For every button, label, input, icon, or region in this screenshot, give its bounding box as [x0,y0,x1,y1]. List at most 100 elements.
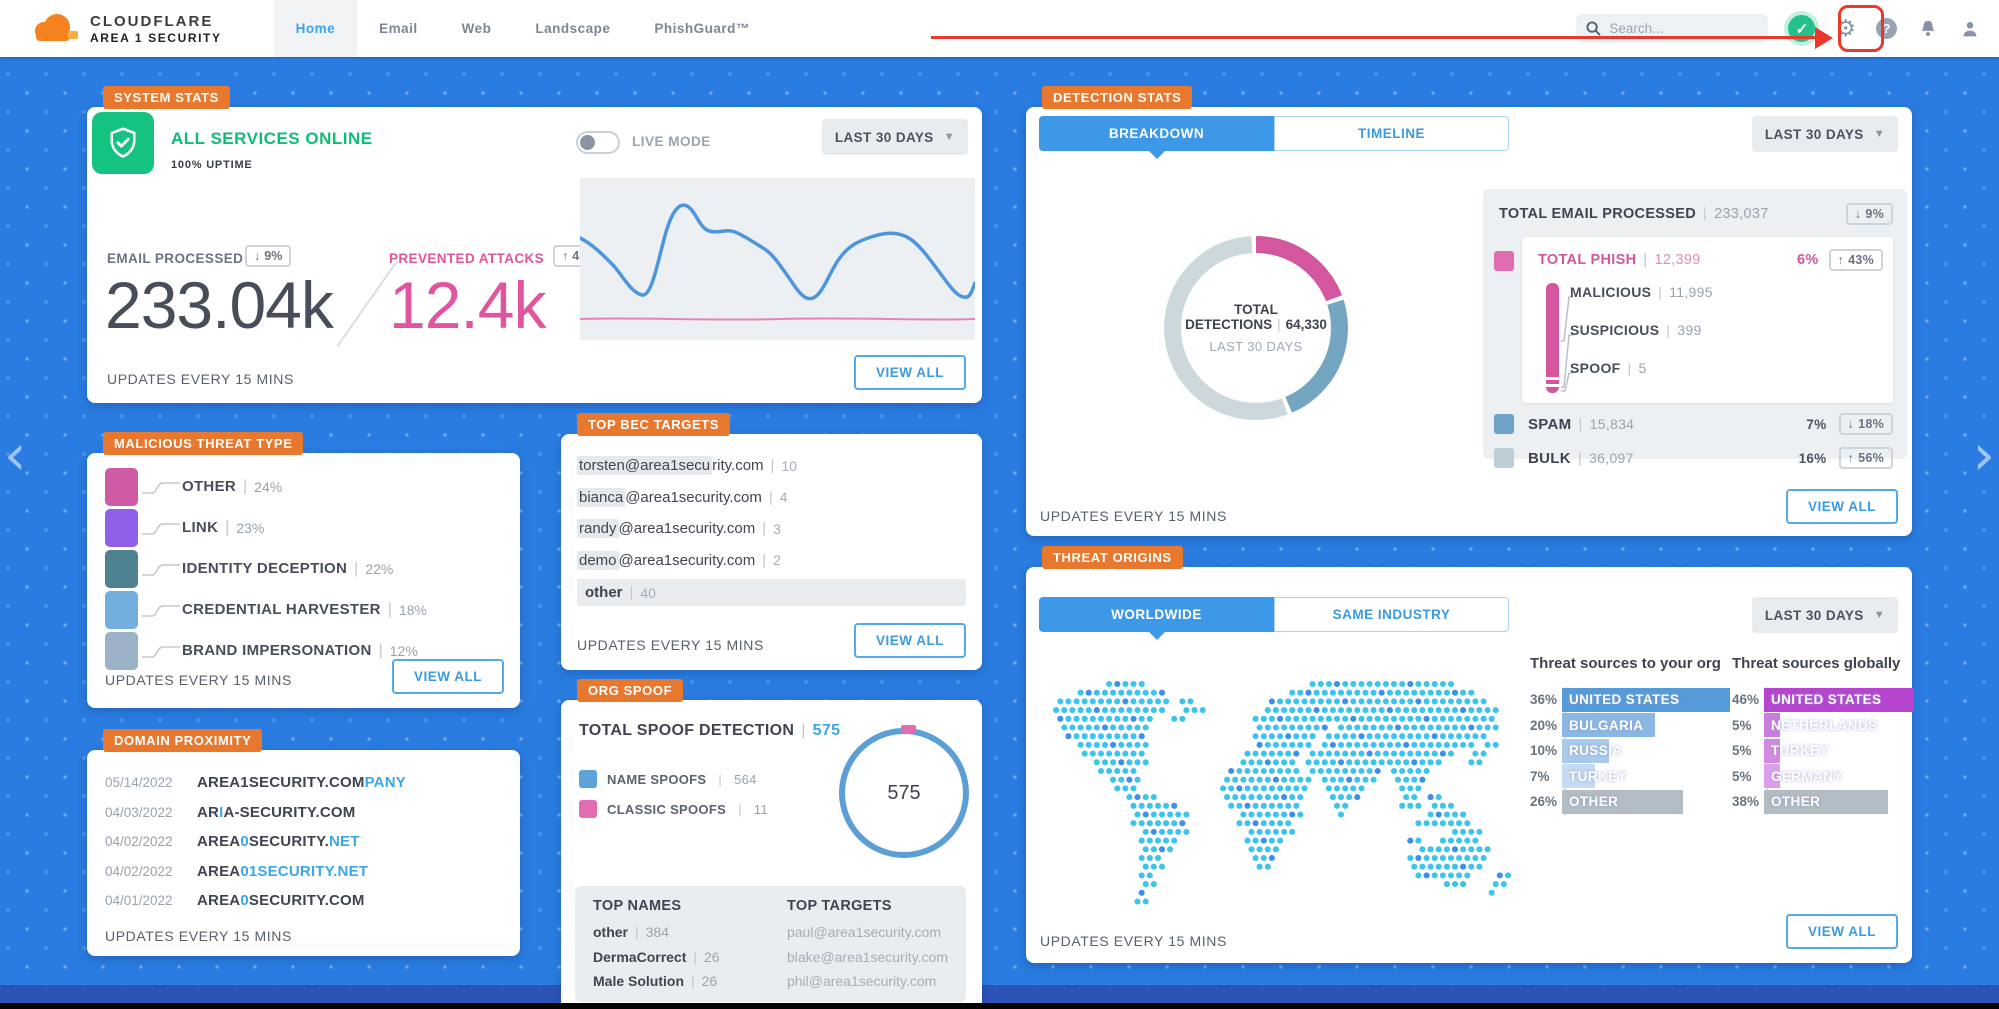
separator: | [1577,449,1583,467]
nav-tab-web[interactable]: Web [461,21,492,36]
spam-value: 15,834 [1589,416,1635,432]
connector-icon [142,604,180,617]
live-mode-toggle[interactable] [576,131,620,154]
detection-view-all-button[interactable]: VIEW ALL [1786,489,1898,524]
legend-color-chip [579,770,597,788]
threat-source-bar: UNITED STATES [1562,687,1730,712]
threat-range-dropdown[interactable]: LAST 30 DAYS ▼ [1751,597,1898,633]
threat-source-pct: 20% [1530,717,1558,733]
connector-lines [1561,296,1573,392]
bec-view-all-button[interactable]: VIEW ALL [854,623,966,658]
global-sources-bars: 46% UNITED STATES 5% NETHERLANDS 5% TURKEY 5% G… [1732,687,1914,815]
threat-source-label: OTHER [1569,794,1619,810]
threat-source-row: 36% UNITED STATES [1530,687,1730,713]
tab-timeline[interactable]: TIMELINE [1274,116,1509,151]
threat-source-row: 5% NETHERLANDS [1732,713,1914,739]
carousel-left-arrow[interactable]: ‹ [4,423,27,488]
threat-source-row: 7% TURKEY [1530,764,1730,790]
domain-row: 04/02/2022 AREA0SECURITY.NET [105,827,500,857]
system-stats-updates-text: UPDATES EVERY 15 MINS [107,371,294,387]
top-name: DermaCorrect [593,948,687,965]
domain-proximity-badge: DOMAIN PROXIMITY [103,729,263,752]
threat-source-bar: RUSSIA [1562,738,1622,763]
phish-sub-row: SUSPICIOUS | 399 [1570,311,1713,349]
domain-date: 04/02/2022 [105,834,173,850]
cloudflare-logo[interactable]: CLOUDFLARE AREA 1 SECURITY [34,13,222,45]
tab-same-industry[interactable]: SAME INDUSTRY [1274,597,1509,632]
services-status-text: ALL SERVICES ONLINE [171,129,373,148]
domain-segment: A-SECURITY.COM [223,803,356,821]
donut-label: TOTAL DETECTIONS [1185,302,1278,332]
malicious-threat-view-all-button[interactable]: VIEW ALL [392,659,504,694]
carousel-right-arrow[interactable]: › [1972,423,1995,488]
domain-segment: AREA [197,833,241,851]
threat-source-pct: 38% [1732,794,1760,810]
malicious-threat-type-card: MALICIOUS THREAT TYPE OTHER | 24% LINK | 23% I… [87,432,520,708]
nav-tabs: Home Email Web Landscape PhishGuard™ [273,0,772,57]
total-phish-delta: ↑ 43% [1828,249,1883,271]
top-name-row: Male Solution | 26 [593,969,787,994]
legend-count: 11 [753,801,768,817]
top-name-count: 384 [645,924,669,941]
user-icon[interactable] [1959,17,1981,41]
org-sources-bars: 36% UNITED STATES 20% BULGARIA 10% RUSSIA 7% TU… [1530,687,1730,815]
bec-other-label: other [585,584,623,601]
threat-source-bar: OTHER [1562,789,1683,814]
nav-tab-email[interactable]: Email [379,21,418,36]
detection-breakdown-panel: TOTAL EMAIL PROCESSED | 233,037 ↓ 9% TOTAL … [1483,189,1907,469]
threat-source-row: 5% GERMANY [1732,764,1914,790]
total-email-value: 233,037 [1714,206,1769,222]
threat-source-label: NETHERLANDS [1771,717,1878,733]
threat-color-chip [105,631,138,670]
threat-source-row: 5% TURKEY [1732,738,1914,764]
threat-updates-text: UPDATES EVERY 15 MINS [1040,933,1227,949]
phish-sub-label: MALICIOUS [1570,284,1652,300]
spam-row: SPAM | 15,834 7% ↓ 18% [1494,413,1893,435]
phish-sub-label: SUSPICIOUS [1570,322,1660,338]
bec-count: 2 [773,552,781,569]
tab-worldwide[interactable]: WORLDWIDE [1039,597,1274,640]
nav-tab-phishguard[interactable]: PhishGuard™ [654,21,750,36]
legend-color-chip [1494,448,1514,468]
domain-segment: SECURITY.COM [248,892,365,910]
arrow-up-icon: ↑ [562,249,569,263]
threat-type-list: OTHER | 24% LINK | 23% IDENTITY DECEPTION | 22% C… [105,466,427,671]
services-shield-icon [92,112,154,174]
separator: | [1627,360,1632,376]
range-dropdown[interactable]: LAST 30 DAYS ▼ [821,119,968,155]
domain-name: AREA0SECURITY.COM [197,892,365,909]
domain-name: ARIA-SECURITY.COM [197,804,355,821]
global-sources-header: Threat sources globally [1732,655,1901,672]
threat-source-label: GERMANY [1771,768,1843,784]
nav-tab-landscape[interactable]: Landscape [535,21,611,36]
threat-source-row: 20% BULGARIA [1530,713,1730,739]
domain-segment: 0 [240,892,249,910]
threat-view-all-button[interactable]: VIEW ALL [1786,914,1898,949]
tab-breakdown[interactable]: BREAKDOWN [1039,116,1274,159]
domain-segment: 0 [240,833,249,851]
arrow-down-icon: ↓ [254,249,261,263]
detection-range-dropdown[interactable]: LAST 30 DAYS ▼ [1751,116,1898,152]
separator: | [387,600,392,618]
threat-type-label: IDENTITY DECEPTION [182,560,348,577]
threat-type-row: CREDENTIAL HARVESTER | 18% [105,589,427,630]
nav-tab-home[interactable]: Home [273,0,358,57]
threat-type-label: CREDENTIAL HARVESTER [182,601,381,618]
cloudflare-cloud-icon [34,13,82,45]
threat-source-bar: NETHERLANDS [1764,713,1877,738]
malicious-threat-type-badge: MALICIOUS THREAT TYPE [103,432,304,455]
system-stats-view-all-button[interactable]: VIEW ALL [854,355,966,390]
org-spoof-badge: ORG SPOOF [577,679,684,702]
total-phish-label: TOTAL PHISH [1538,252,1637,268]
separator: | [243,477,248,495]
separator: | [718,771,723,787]
threat-source-bar: BULGARIA [1562,713,1655,738]
bell-icon[interactable] [1917,17,1939,41]
domain-date: 05/14/2022 [105,775,173,791]
threat-source-label: TURKEY [1569,768,1627,784]
search-input[interactable] [1609,21,1750,36]
threat-type-label: LINK [182,519,219,536]
spam-pct: 7% [1806,416,1827,432]
connector-icon [142,481,180,494]
